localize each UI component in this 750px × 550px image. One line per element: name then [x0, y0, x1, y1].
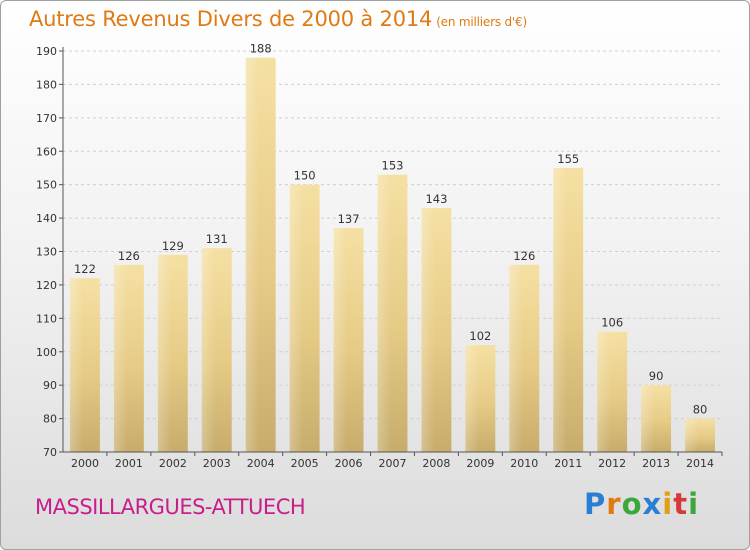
x-tick-label: 2008	[422, 457, 450, 470]
x-tick-label: 2002	[159, 457, 187, 470]
x-tick-label: 2003	[203, 457, 231, 470]
data-label: 143	[425, 192, 447, 206]
y-tick-label: 110	[36, 312, 57, 325]
logo-letter: i	[688, 487, 700, 521]
y-tick-label: 190	[36, 45, 57, 58]
bar-highlight	[113, 264, 128, 452]
bar-highlight	[641, 385, 655, 452]
data-label: 150	[294, 169, 316, 183]
data-label: 188	[250, 42, 272, 56]
x-tick-label: 2010	[510, 457, 538, 470]
bar-highlight	[509, 264, 523, 452]
chart-subtitle: (en milliers d'€)	[436, 15, 527, 29]
bar-highlight	[553, 167, 567, 453]
logo-letter: i	[662, 487, 674, 521]
x-tick-label: 2004	[247, 457, 275, 470]
logo-letter: x	[642, 487, 663, 521]
bar-highlight	[70, 278, 84, 452]
bar-highlight	[421, 208, 435, 452]
chart-title: Autres Revenus Divers de 2000 à 2014 (en …	[29, 7, 527, 31]
logo-letter: o	[621, 487, 643, 521]
x-tick-label: 2012	[598, 457, 626, 470]
bar-highlight	[289, 184, 304, 452]
data-label: 126	[513, 249, 535, 263]
y-tick-label: 80	[43, 413, 57, 426]
y-tick-label: 70	[43, 446, 57, 459]
x-tick-label: 2014	[686, 457, 714, 470]
proxiti-logo: Proxiti	[584, 487, 699, 521]
bar-highlight	[597, 331, 611, 452]
y-tick-label: 140	[36, 212, 57, 225]
x-tick-label: 2005	[291, 457, 319, 470]
commune-name: MASSILLARGUES-ATTUECH	[35, 495, 306, 519]
x-tick-label: 2000	[71, 457, 99, 470]
bar-highlight	[377, 174, 392, 452]
bar-highlight	[685, 418, 699, 452]
logo-letter: P	[584, 487, 607, 521]
data-label: 137	[338, 212, 360, 226]
bar-highlight	[157, 254, 172, 452]
logo-letter: r	[606, 487, 622, 521]
logo-letter: t	[673, 487, 689, 521]
y-tick-label: 160	[36, 145, 57, 158]
data-label: 129	[162, 239, 184, 253]
bars: 122 126 129 131 188 150 137 153 143 102 126 155 106 9…	[70, 42, 715, 453]
x-tick-label: 2011	[554, 457, 582, 470]
y-tick-label: 90	[43, 379, 57, 392]
bar-highlight	[245, 57, 260, 452]
x-tick-label: 2001	[115, 457, 143, 470]
data-label: 122	[74, 262, 96, 276]
y-tick-label: 100	[36, 346, 57, 359]
data-label: 80	[693, 403, 708, 417]
axes: 70 80 90 100 110 120 130 140 150 160 170 180 190 2000…	[36, 45, 723, 470]
title-text: Autres Revenus Divers de 2000 à 2014	[29, 7, 433, 31]
data-label: 90	[649, 369, 664, 383]
y-tick-label: 170	[36, 112, 57, 125]
data-label: 102	[469, 329, 491, 343]
y-tick-label: 180	[36, 78, 57, 91]
data-label: 131	[206, 232, 228, 246]
x-tick-label: 2009	[466, 457, 494, 470]
x-tick-label: 2013	[642, 457, 670, 470]
bar-highlight	[333, 228, 348, 452]
bar-highlight	[465, 345, 479, 452]
y-tick-label: 130	[36, 246, 57, 259]
x-tick-label: 2006	[335, 457, 363, 470]
bar-highlight	[201, 248, 216, 452]
data-label: 126	[118, 249, 140, 263]
y-tick-label: 150	[36, 179, 57, 192]
data-label: 106	[601, 316, 623, 330]
y-tick-label: 120	[36, 279, 57, 292]
data-label: 153	[382, 159, 404, 173]
x-tick-label: 2007	[379, 457, 407, 470]
data-label: 155	[557, 152, 579, 166]
